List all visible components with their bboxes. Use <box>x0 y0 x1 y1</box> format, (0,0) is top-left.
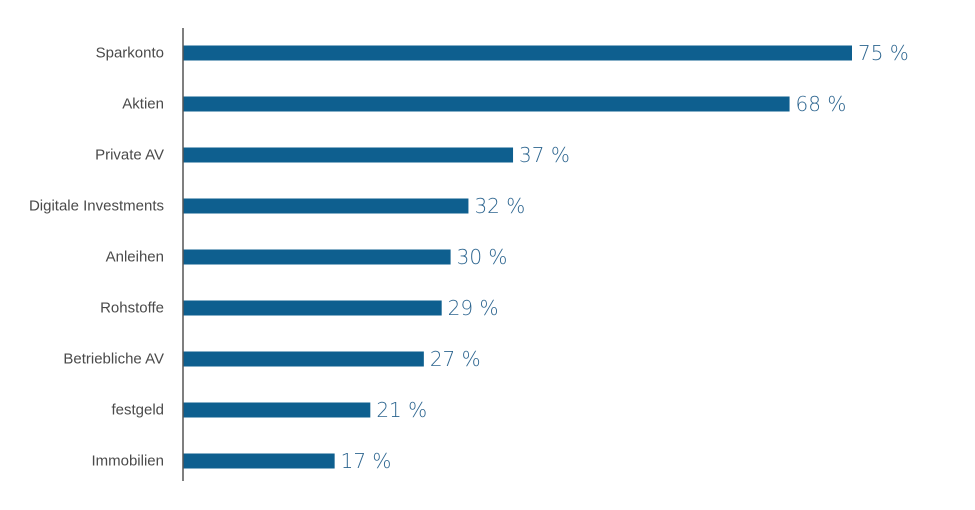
bar-rohstoffe <box>183 300 442 316</box>
category-label-betriebliche-av: Betriebliche AV <box>63 351 164 368</box>
value-label-rohstoffe: 29 % <box>448 296 499 320</box>
category-label-sparkonto: Sparkonto <box>96 45 164 62</box>
category-label-digitale-investments: Digitale Investments <box>29 198 164 215</box>
bar-private-av <box>183 147 514 163</box>
bar-betriebliche-av <box>183 351 424 367</box>
bars-group <box>183 45 852 469</box>
value-label-anleihen: 30 % <box>457 245 508 269</box>
category-label-rohstoffe: Rohstoffe <box>100 300 164 317</box>
bar-anleihen <box>183 249 451 265</box>
category-label-anleihen: Anleihen <box>106 249 164 266</box>
value-label-aktien: 68 % <box>796 92 847 116</box>
value-label-betriebliche-av: 27 % <box>430 347 481 371</box>
category-label-immobilien: Immobilien <box>91 453 164 470</box>
value-labels-group: 75 % 68 % 37 % 32 % 30 % 29 % 27 % 21 % 17 % <box>341 41 909 473</box>
value-label-festgeld: 21 % <box>376 398 427 422</box>
category-label-aktien: Aktien <box>122 96 164 113</box>
bar-immobilien <box>183 453 335 469</box>
value-label-private-av: 37 % <box>519 143 570 167</box>
bar-digitale-investments <box>183 198 469 214</box>
bar-festgeld <box>183 402 371 418</box>
value-label-sparkonto: 75 % <box>858 41 909 65</box>
bar-sparkonto <box>183 45 852 61</box>
category-label-private-av: Private AV <box>95 147 164 164</box>
bar-aktien <box>183 96 790 112</box>
value-label-digitale-investments: 32 % <box>474 194 525 218</box>
category-labels-group: Sparkonto Aktien Private AV Digitale Invest… <box>29 45 164 470</box>
value-label-immobilien: 17 % <box>341 449 392 473</box>
category-label-festgeld: festgeld <box>111 402 164 419</box>
